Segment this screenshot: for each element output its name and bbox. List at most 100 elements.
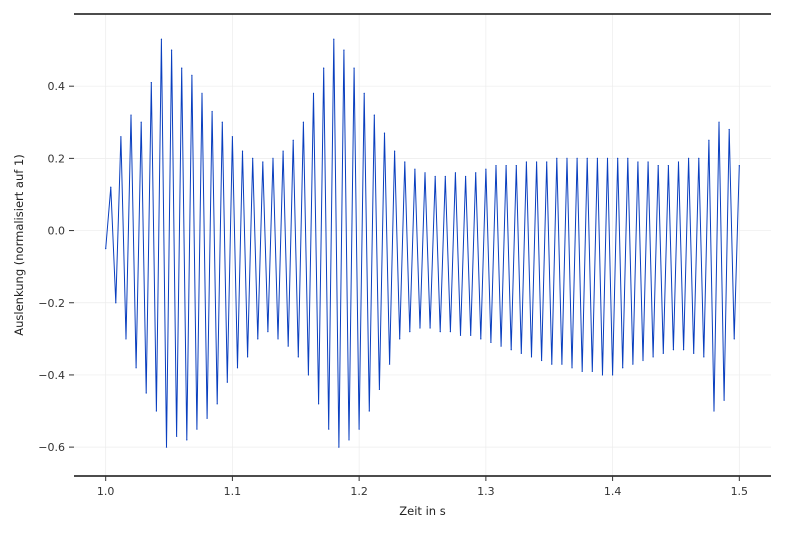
series-group xyxy=(105,38,740,448)
data-point xyxy=(439,331,441,333)
grid xyxy=(74,14,771,476)
data-point xyxy=(206,417,208,419)
data-point xyxy=(323,67,325,69)
data-point xyxy=(571,367,573,369)
data-point xyxy=(419,327,421,329)
data-point xyxy=(399,338,401,340)
y-tick-label: 0.0 xyxy=(48,225,66,238)
data-point xyxy=(475,172,477,174)
data-point xyxy=(672,349,675,351)
data-point xyxy=(358,428,360,430)
data-point xyxy=(186,439,188,441)
data-point xyxy=(561,363,563,365)
data-point xyxy=(728,128,730,131)
data-point xyxy=(176,435,178,437)
data-point xyxy=(343,49,345,51)
data-point xyxy=(525,161,528,163)
data-point xyxy=(708,139,710,141)
x-tick-label: 1.4 xyxy=(604,485,622,498)
data-point xyxy=(125,338,127,340)
data-point xyxy=(622,367,624,369)
data-point xyxy=(252,157,254,159)
data-point xyxy=(449,331,451,333)
data-point xyxy=(591,370,593,372)
data-point xyxy=(241,150,244,152)
data-point xyxy=(302,121,304,123)
data-point xyxy=(312,92,315,95)
y-axis-label: Auslenkung (normalisiert auf 1) xyxy=(12,154,26,336)
y-tick-label: 0.2 xyxy=(48,152,66,165)
data-point xyxy=(495,164,497,167)
data-point xyxy=(165,446,168,448)
data-point xyxy=(459,334,462,336)
data-point xyxy=(181,67,183,69)
data-point xyxy=(328,428,330,430)
data-point xyxy=(546,161,548,163)
data-point xyxy=(535,161,538,163)
data-point xyxy=(120,136,122,138)
data-point xyxy=(201,92,203,95)
data-point xyxy=(145,392,147,394)
data-point xyxy=(317,403,320,405)
data-point xyxy=(454,172,457,174)
y-tick-label: −0.6 xyxy=(38,441,65,454)
data-point xyxy=(363,92,365,95)
data-point xyxy=(551,363,553,365)
data-point xyxy=(257,338,259,340)
data-point xyxy=(282,150,284,152)
x-tick-label: 1.2 xyxy=(350,485,368,498)
data-point xyxy=(576,157,578,159)
data-point xyxy=(601,374,604,376)
y-tick-label: −0.4 xyxy=(38,369,65,382)
data-point xyxy=(606,157,609,159)
data-point xyxy=(394,150,396,152)
data-point xyxy=(657,164,659,167)
data-point xyxy=(267,331,269,333)
data-point xyxy=(662,352,664,354)
data-point xyxy=(586,157,588,159)
data-point xyxy=(115,302,117,304)
data-point xyxy=(464,175,467,178)
data-point xyxy=(485,168,487,170)
data-point xyxy=(510,349,512,351)
data-point xyxy=(231,136,234,138)
data-point xyxy=(404,161,406,163)
data-point xyxy=(718,121,720,123)
data-point xyxy=(642,359,644,362)
data-point xyxy=(388,363,391,365)
data-point xyxy=(353,67,355,69)
data-point xyxy=(297,356,299,358)
data-point xyxy=(383,132,386,134)
data-point xyxy=(611,374,614,376)
x-tick-label: 1.5 xyxy=(731,485,749,498)
data-point xyxy=(713,410,715,412)
data-point xyxy=(530,356,533,358)
data-point xyxy=(505,164,507,167)
data-point xyxy=(368,410,370,412)
data-point xyxy=(723,399,725,401)
data-point xyxy=(566,157,568,159)
data-point xyxy=(627,157,629,159)
data-point xyxy=(150,81,152,84)
data-point xyxy=(110,186,112,188)
data-point xyxy=(596,157,598,159)
data-point xyxy=(414,168,416,170)
data-point xyxy=(424,172,426,174)
data-point xyxy=(667,164,669,167)
data-point xyxy=(429,327,431,329)
data-point xyxy=(515,164,517,167)
data-point xyxy=(556,157,558,159)
ticks: 1.0 1.1 1.2 1.3 1.4 1.5 −0.6 −0.4 −0.2 0.0 0.2 0.4 xyxy=(38,80,748,498)
data-point xyxy=(226,381,228,383)
data-point xyxy=(105,248,107,250)
data-point xyxy=(434,175,436,178)
data-point xyxy=(236,367,239,369)
data-point xyxy=(444,175,446,178)
data-point xyxy=(211,110,213,113)
data-point xyxy=(287,345,289,347)
data-point xyxy=(191,74,193,76)
data-point xyxy=(693,352,695,354)
data-point xyxy=(307,374,310,376)
data-point xyxy=(170,49,173,51)
